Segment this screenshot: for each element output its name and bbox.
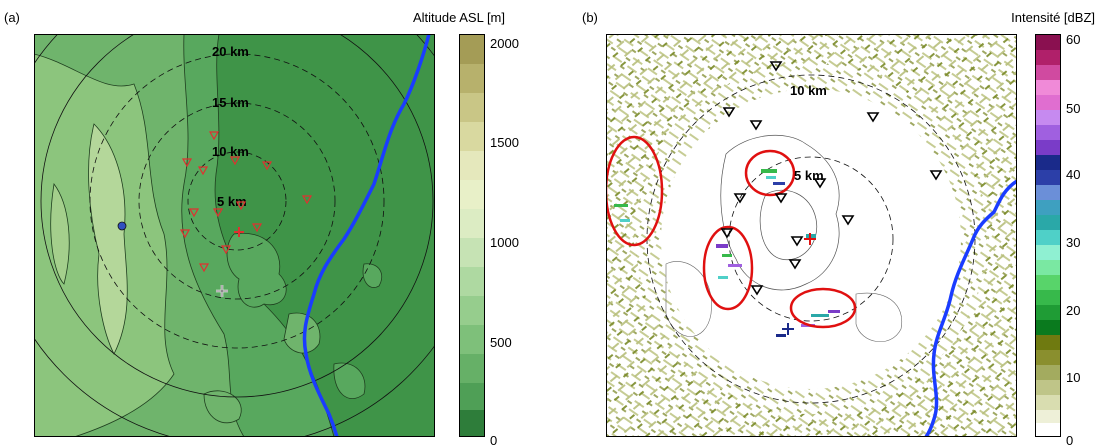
ring-label-5km: 5 km — [794, 168, 824, 183]
ring-label-20km: 20 km — [212, 44, 249, 59]
ring-label-10km: 10 km — [790, 83, 827, 98]
highlight-ellipse-north — [744, 149, 796, 197]
highlight-ellipse-west — [606, 135, 664, 247]
station-markers — [720, 61, 943, 296]
alt-tick-2000: 2000 — [490, 36, 519, 51]
dbz-tick-30: 30 — [1066, 235, 1081, 250]
panel-a-label: (a) — [4, 10, 20, 25]
highlight-ellipse-south — [789, 287, 857, 329]
intensity-colorbar — [1035, 34, 1061, 437]
secondary-radar-icon — [782, 323, 794, 335]
dbz-tick-60: 60 — [1066, 32, 1081, 47]
dbz-tick-10: 10 — [1066, 370, 1081, 385]
radar-map: 10 km 5 km — [606, 34, 1017, 437]
radar-position-icon — [234, 227, 244, 237]
terrain-map: 20 km 15 km 10 km 5 km — [34, 34, 435, 437]
panel-b-colorbar-title: Intensité [dBZ] — [1011, 10, 1095, 25]
panel-a-colorbar-title: Altitude ASL [m] — [412, 10, 505, 25]
alt-tick-1000: 1000 — [490, 235, 519, 250]
alt-tick-0: 0 — [490, 433, 498, 448]
radar-position-icon — [804, 233, 816, 245]
highlight-ellipse-southwest — [702, 225, 754, 311]
station-markers — [179, 131, 313, 273]
dbz-tick-50: 50 — [1066, 101, 1081, 116]
river — [302, 34, 431, 437]
alt-tick-500: 500 — [490, 335, 512, 350]
dbz-tick-0: 0 — [1066, 433, 1074, 448]
river — [924, 179, 1017, 437]
dbz-tick-20: 20 — [1066, 303, 1081, 318]
dbz-tick-40: 40 — [1066, 167, 1081, 182]
ring-label-15km: 15 km — [212, 95, 249, 110]
alt-tick-1500: 1500 — [490, 135, 519, 150]
altitude-colorbar — [459, 34, 485, 437]
panel-b-label: (b) — [582, 10, 598, 25]
ring-label-10km: 10 km — [212, 144, 249, 159]
